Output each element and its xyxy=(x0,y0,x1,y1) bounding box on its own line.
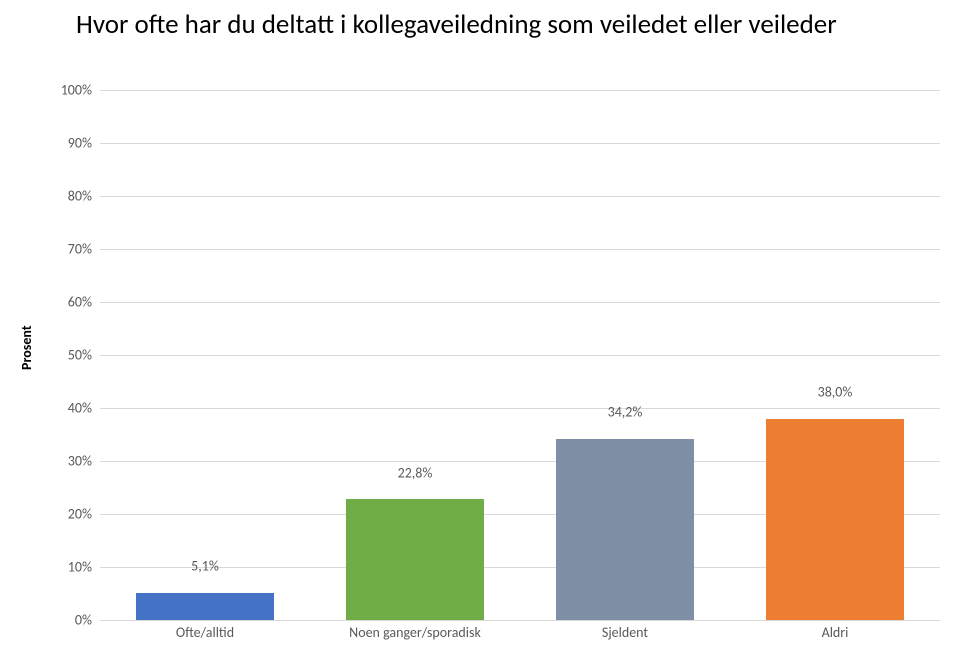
x-tick-label: Aldri xyxy=(730,624,940,641)
value-label: 38,0% xyxy=(818,384,853,401)
bars-container: 5,1% 22,8% 34,2% 38,0% xyxy=(100,90,940,620)
y-tick-label: 40% xyxy=(42,400,92,417)
y-tick-label: 20% xyxy=(42,506,92,523)
x-axis: Ofte/alltid Noen ganger/sporadisk Sjelde… xyxy=(100,624,940,641)
chart-title: Hvor ofte har du deltatt i kollegaveiled… xyxy=(76,8,940,41)
value-label: 5,1% xyxy=(191,558,219,575)
bar-group: 38,0% xyxy=(730,90,940,620)
grid-line xyxy=(100,620,940,621)
bar xyxy=(136,593,275,620)
y-tick-label: 60% xyxy=(42,294,92,311)
bar-group: 5,1% xyxy=(100,90,310,620)
bar-chart: Hvor ofte har du deltatt i kollegaveiled… xyxy=(0,0,960,659)
y-tick-label: 70% xyxy=(42,241,92,258)
y-tick-label: 30% xyxy=(42,453,92,470)
y-tick-label: 10% xyxy=(42,559,92,576)
plot-area: 5,1% 22,8% 34,2% 38,0% xyxy=(100,90,940,620)
bar-group: 34,2% xyxy=(520,90,730,620)
y-tick-label: 0% xyxy=(42,612,92,629)
x-tick-label: Sjeldent xyxy=(520,624,730,641)
bar-group: 22,8% xyxy=(310,90,520,620)
y-tick-label: 100% xyxy=(42,82,92,99)
bar xyxy=(556,439,695,620)
y-tick-label: 90% xyxy=(42,135,92,152)
y-tick-label: 80% xyxy=(42,188,92,205)
bar xyxy=(766,419,905,620)
y-tick-label: 50% xyxy=(42,347,92,364)
value-label: 34,2% xyxy=(608,404,643,421)
y-axis-label: Prosent xyxy=(18,325,35,370)
value-label: 22,8% xyxy=(398,464,433,481)
x-tick-label: Noen ganger/sporadisk xyxy=(310,624,520,641)
bar xyxy=(346,499,485,620)
x-tick-label: Ofte/alltid xyxy=(100,624,310,641)
